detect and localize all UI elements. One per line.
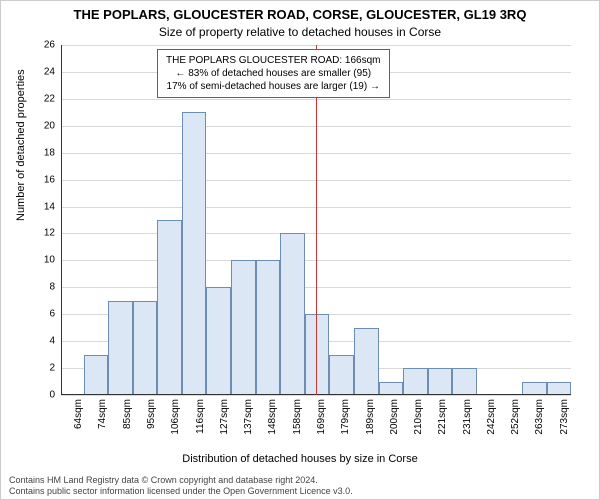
histogram-bar [522,382,547,395]
y-tick-label: 8 [49,282,61,293]
histogram-bar [108,301,133,395]
x-tick-label: 148sqm [255,399,279,459]
chart-container: THE POPLARS, GLOUCESTER ROAD, CORSE, GLO… [0,0,600,500]
x-tick-label: 169sqm [304,399,328,459]
histogram-bar [403,368,428,395]
y-tick-label: 16 [44,174,61,185]
histogram-bar [280,233,305,395]
x-tick-label: 189sqm [352,399,376,459]
x-tick-label: 179sqm [328,399,352,459]
histogram-bar [329,355,354,395]
histogram-bar [182,112,207,395]
x-tick-label: 210sqm [401,399,425,459]
y-tick-label: 14 [44,201,61,212]
x-tick-label: 158sqm [280,399,304,459]
x-axis-label: Distribution of detached houses by size … [1,453,599,465]
x-tick-label: 74sqm [85,399,109,459]
histogram-bar [379,382,404,395]
x-tick-label: 137sqm [231,399,255,459]
chart-title: THE POPLARS, GLOUCESTER ROAD, CORSE, GLO… [1,7,599,22]
y-tick-label: 26 [44,40,61,51]
x-tick-label: 242sqm [474,399,498,459]
y-tick-label: 10 [44,255,61,266]
histogram-bar [547,382,572,395]
x-tick-label: 263sqm [522,399,546,459]
histogram-bar [428,368,453,395]
info-line-3: 17% of semi-detached houses are larger (… [166,80,381,93]
y-tick-label: 24 [44,66,61,77]
info-line-2: ← 83% of detached houses are smaller (95… [166,67,381,80]
histogram-bar [157,220,182,395]
histogram-bar [256,260,281,395]
footer-attribution: Contains HM Land Registry data © Crown c… [9,475,353,497]
histogram-bar [305,314,330,395]
x-tick-label: 95sqm [134,399,158,459]
footer-line-2: Contains public sector information licen… [9,486,353,497]
y-tick-label: 12 [44,228,61,239]
gridline [61,395,571,396]
y-tick-label: 22 [44,93,61,104]
marker-info-box: THE POPLARS GLOUCESTER ROAD: 166sqm ← 83… [157,49,390,98]
plot-area: THE POPLARS GLOUCESTER ROAD: 166sqm ← 83… [61,45,571,395]
histogram-bar [452,368,477,395]
histogram-bar [133,301,158,395]
y-tick-label: 20 [44,120,61,131]
y-tick-label: 0 [49,390,61,401]
x-tick-label: 85sqm [110,399,134,459]
y-tick-label: 2 [49,363,61,374]
histogram-bar [84,355,109,395]
histogram-bar [354,328,379,395]
x-tick-label: 273sqm [547,399,571,459]
y-tick-label: 4 [49,336,61,347]
x-tick-label: 64sqm [61,399,85,459]
y-axis-label: Number of detached properties [15,69,27,221]
x-tick-label: 116sqm [182,399,206,459]
y-tick-label: 18 [44,147,61,158]
x-tick-label: 231sqm [450,399,474,459]
y-tick-label: 6 [49,309,61,320]
x-tick-label: 252sqm [498,399,522,459]
chart-subtitle: Size of property relative to detached ho… [1,25,599,39]
x-ticks-group: 64sqm74sqm85sqm95sqm106sqm116sqm127sqm13… [61,399,571,459]
x-tick-label: 221sqm [425,399,449,459]
info-line-1: THE POPLARS GLOUCESTER ROAD: 166sqm [166,54,381,67]
x-tick-label: 200sqm [377,399,401,459]
x-tick-label: 106sqm [158,399,182,459]
x-tick-label: 127sqm [207,399,231,459]
histogram-bar [206,287,231,395]
footer-line-1: Contains HM Land Registry data © Crown c… [9,475,353,486]
histogram-bar [231,260,256,395]
